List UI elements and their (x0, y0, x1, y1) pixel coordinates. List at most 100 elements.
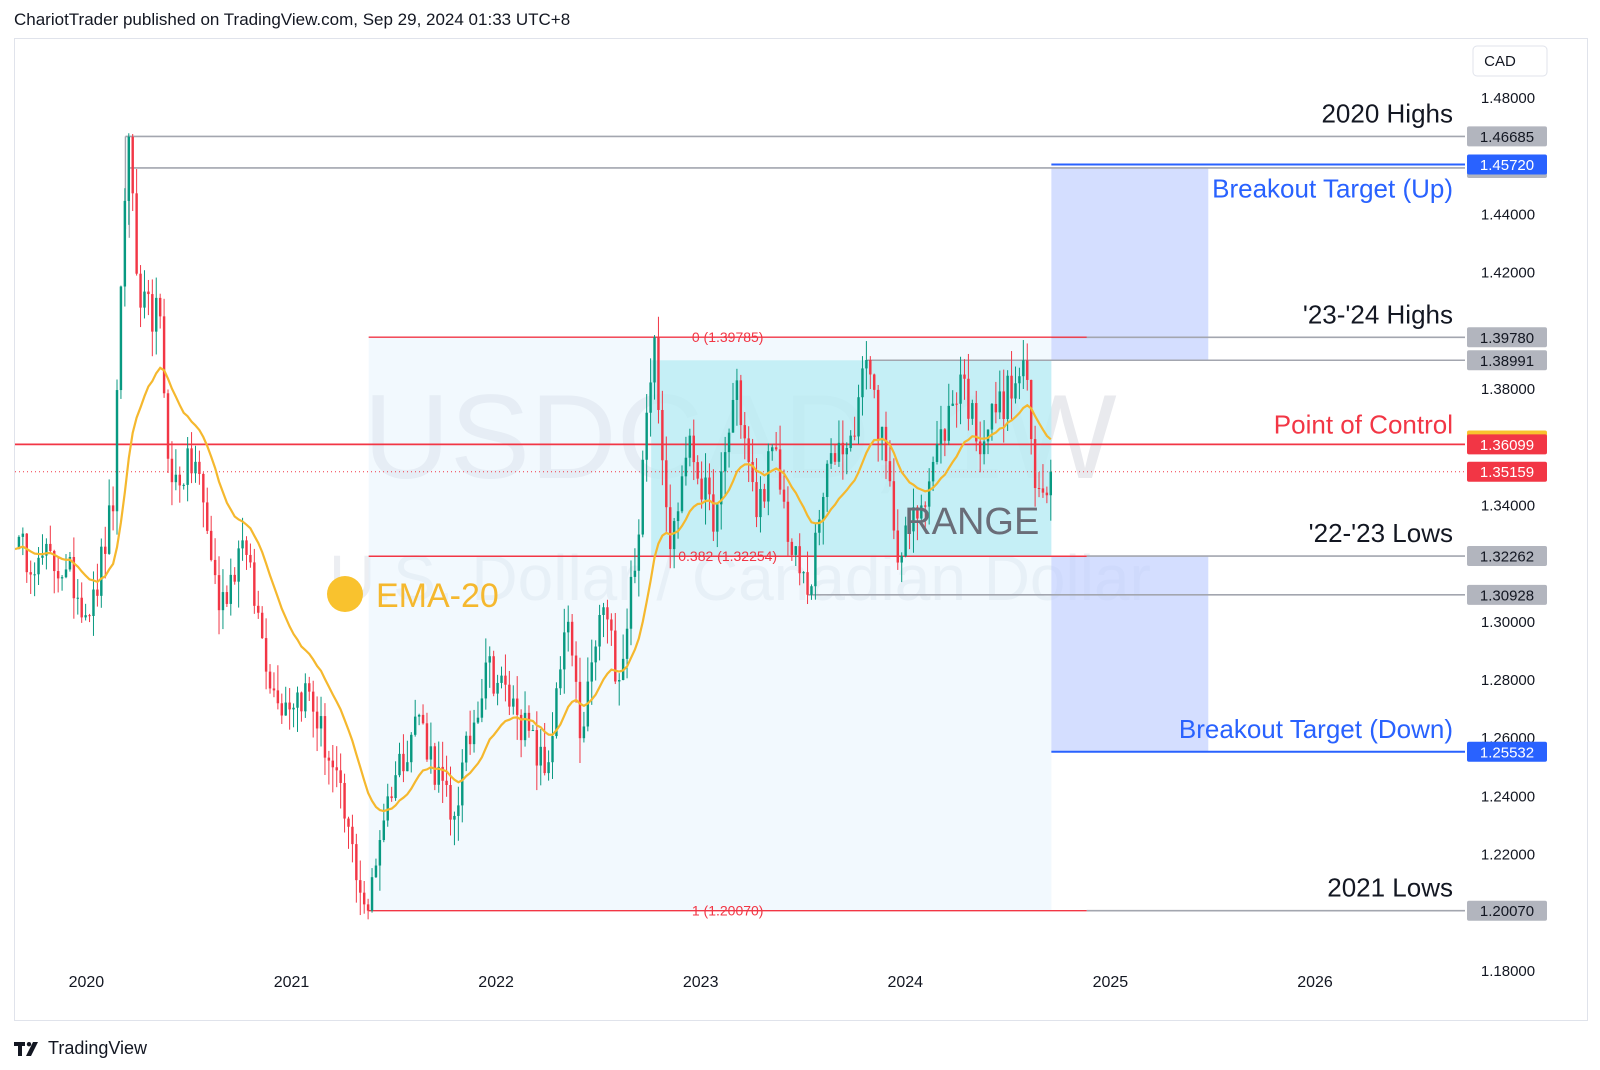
candles-group (15, 133, 1053, 920)
candle-body (351, 826, 354, 845)
candle-body (96, 589, 99, 596)
candle-body (100, 546, 103, 596)
candle-body (865, 360, 868, 369)
candle-body (786, 501, 790, 542)
candle-body (1041, 488, 1045, 493)
candle-body (731, 399, 735, 433)
x-tick-label: 2022 (478, 974, 514, 991)
candle-body (186, 448, 189, 485)
candle-body (763, 488, 766, 502)
candle-body (669, 507, 672, 550)
candle-body (472, 722, 476, 745)
breakout-target-label: Breakout Target (Down) (1179, 714, 1453, 744)
candle-body (217, 575, 221, 611)
breakout-target-box (1051, 556, 1209, 752)
candle-body (143, 291, 146, 308)
candle-body (253, 562, 256, 606)
candle-body (104, 546, 107, 554)
level-axis-tag: 1.20070 (1480, 903, 1534, 920)
candle-body (594, 646, 597, 663)
x-tick-label: 2020 (69, 974, 105, 991)
candle-body (327, 757, 331, 761)
ema-legend-dot (327, 576, 363, 612)
candle-body (343, 782, 346, 819)
candle-body (147, 291, 150, 295)
candle-body (413, 716, 417, 735)
candle-body (563, 632, 566, 670)
candle-body (437, 766, 440, 785)
candle-body (492, 656, 495, 694)
candle-body (939, 429, 943, 445)
candle-body (421, 714, 425, 724)
candle-body (355, 844, 358, 881)
candle-body (119, 286, 123, 391)
candle-body (135, 193, 138, 274)
candle-body (904, 525, 907, 557)
candle-body (504, 675, 507, 685)
candle-body (209, 530, 213, 560)
y-tick-label: 1.22000 (1481, 847, 1535, 864)
candle-body (370, 877, 374, 911)
candle-body (539, 746, 542, 766)
candle-body (782, 489, 786, 502)
candle-body (931, 461, 935, 482)
candle-body (617, 680, 621, 682)
level-axis-tag: 1.39780 (1480, 330, 1534, 347)
y-tick-label: 1.30000 (1481, 614, 1535, 631)
level-axis-tag: 1.30928 (1480, 587, 1534, 604)
level-axis-tag-bg (1467, 584, 1547, 605)
candle-body (582, 726, 586, 739)
candle-body (963, 374, 966, 379)
candle-body (453, 815, 456, 820)
candle-body (315, 711, 319, 729)
candle-body (806, 572, 809, 595)
candle-body (1045, 492, 1049, 496)
candle-body (810, 586, 813, 595)
candle-body (943, 429, 947, 441)
candle-body (49, 543, 52, 551)
candle-body (535, 730, 539, 766)
candle-body (912, 507, 915, 532)
poc-label: Point of Control (1274, 409, 1453, 439)
candle-body (425, 723, 429, 760)
candle-body (107, 505, 111, 554)
candle-body (158, 297, 162, 317)
candle-body (394, 775, 397, 799)
candle-body (382, 820, 386, 841)
candle-body (625, 628, 629, 659)
candle-body (508, 684, 511, 707)
candle-body (857, 397, 860, 437)
candle-body (162, 316, 166, 394)
candle-body (468, 735, 472, 745)
candle-body (676, 511, 680, 522)
candle-body (331, 760, 335, 768)
candle-body (880, 426, 884, 441)
y-tick-label: 1.24000 (1481, 788, 1535, 805)
level-axis-tag-bg (1467, 126, 1547, 147)
candle-body (767, 451, 770, 502)
level-axis-tag-bg (1467, 350, 1547, 371)
footer-brand[interactable]: TradingView (14, 1038, 147, 1059)
candle-body (888, 461, 892, 482)
candle-body (927, 481, 931, 507)
candle-body (386, 796, 389, 821)
candle-body (500, 675, 503, 683)
candle-body (296, 692, 299, 708)
candle-body (814, 532, 817, 587)
candle-body (873, 374, 876, 390)
candle-body (464, 735, 468, 763)
target-axis-tag-bg (1467, 741, 1547, 762)
candle-body (998, 391, 1002, 413)
candle-body (896, 530, 899, 563)
candle-body (720, 471, 723, 505)
candle-body (1037, 488, 1041, 489)
candle-body (166, 393, 170, 459)
y-tick-label: 1.44000 (1481, 207, 1535, 224)
candle-body (657, 337, 660, 410)
candle-body (213, 559, 217, 576)
candle-body (194, 461, 197, 474)
candle-body (84, 615, 87, 618)
candle-body (41, 555, 44, 558)
x-tick-label: 2026 (1297, 974, 1333, 991)
